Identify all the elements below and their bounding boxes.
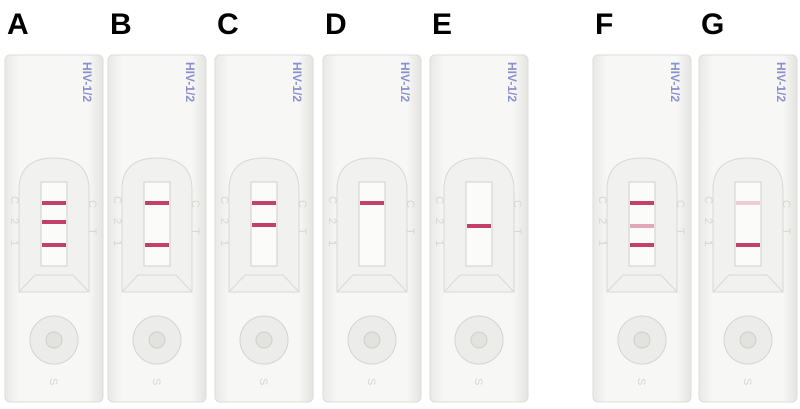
mark-test: T	[404, 228, 416, 235]
mark-sample: S	[150, 378, 162, 385]
sample-well	[363, 331, 381, 349]
mark-test: T	[780, 228, 792, 235]
mark-one: 1	[326, 240, 338, 246]
brand-text: HIV-1/2	[398, 62, 412, 102]
grip	[228, 274, 300, 293]
panel-label: G	[701, 8, 724, 41]
mark-test: T	[511, 228, 523, 235]
cassette: E HIV-1/2 S C 2 1 C T	[429, 8, 529, 403]
brand-text: HIV-1/2	[80, 62, 94, 102]
brand-text: HIV-1/2	[668, 62, 682, 102]
sample-well	[470, 331, 488, 349]
result-band	[360, 201, 384, 205]
mark-control-right: C	[674, 200, 686, 208]
result-band	[630, 224, 654, 228]
brand-text: HIV-1/2	[290, 62, 304, 102]
result-band	[467, 224, 491, 228]
grip	[18, 274, 90, 293]
result-window	[628, 181, 656, 267]
grip	[712, 274, 784, 293]
sample-well	[633, 331, 651, 349]
result-band	[145, 201, 169, 205]
mark-control-right: C	[780, 200, 792, 208]
mark-sample: S	[741, 378, 753, 385]
mark-sample: S	[635, 378, 647, 385]
mark-control-right: C	[511, 200, 523, 208]
panel-label: D	[325, 8, 347, 41]
cassette: G HIV-1/2 S C 2 1 C T	[698, 8, 798, 403]
sample-well	[148, 331, 166, 349]
cassette: A HIV-1/2 S C 2 1 C T	[4, 8, 104, 403]
mark-sample: S	[365, 378, 377, 385]
mark-sample: S	[47, 378, 59, 385]
grip	[121, 274, 193, 293]
mark-control-right: C	[404, 200, 416, 208]
panel-label: F	[595, 8, 613, 41]
cassette: F HIV-1/2 S C 2 1 C T	[592, 8, 692, 403]
result-band	[42, 220, 66, 224]
result-band	[42, 243, 66, 247]
mark-two: 2	[702, 218, 714, 224]
mark-one: 1	[433, 240, 445, 246]
panel-label: E	[432, 8, 452, 41]
mark-two: 2	[433, 218, 445, 224]
mark-one: 1	[111, 240, 123, 246]
mark-sample: S	[257, 378, 269, 385]
grip	[443, 274, 515, 293]
mark-one: 1	[8, 240, 20, 246]
mark-control-left: C	[8, 196, 20, 204]
panel-label: C	[217, 8, 239, 41]
cassette: C HIV-1/2 S C 2 1 C T	[214, 8, 314, 403]
brand-text: HIV-1/2	[505, 62, 519, 102]
result-band	[630, 243, 654, 247]
result-band	[145, 243, 169, 247]
mark-two: 2	[8, 218, 20, 224]
mark-control-left: C	[433, 196, 445, 204]
mark-control-left: C	[702, 196, 714, 204]
result-window	[358, 181, 386, 267]
mark-control-right: C	[189, 200, 201, 208]
mark-test: T	[86, 228, 98, 235]
panel-label: A	[7, 8, 29, 41]
result-band	[252, 223, 276, 227]
sample-well	[739, 331, 757, 349]
mark-control-right: C	[296, 200, 308, 208]
mark-control-left: C	[111, 196, 123, 204]
mark-test: T	[189, 228, 201, 235]
cassette: D HIV-1/2 S C 2 1 C T	[322, 8, 422, 403]
mark-test: T	[674, 228, 686, 235]
panel-label: B	[110, 8, 132, 41]
result-band	[736, 201, 760, 205]
brand-text: HIV-1/2	[183, 62, 197, 102]
mark-control-left: C	[218, 196, 230, 204]
mark-one: 1	[596, 240, 608, 246]
grip	[336, 274, 408, 293]
brand-text: HIV-1/2	[774, 62, 788, 102]
mark-control-left: C	[326, 196, 338, 204]
mark-sample: S	[472, 378, 484, 385]
mark-one: 1	[702, 240, 714, 246]
mark-control-right: C	[86, 200, 98, 208]
grip	[606, 274, 678, 293]
result-band	[736, 243, 760, 247]
mark-test: T	[296, 228, 308, 235]
result-band	[252, 201, 276, 205]
mark-two: 2	[111, 218, 123, 224]
result-band	[630, 201, 654, 205]
mark-two: 2	[218, 218, 230, 224]
sample-well	[255, 331, 273, 349]
result-window	[734, 181, 762, 267]
result-window	[143, 181, 171, 267]
cassette: B HIV-1/2 S C 2 1 C T	[107, 8, 207, 403]
sample-well	[45, 331, 63, 349]
mark-one: 1	[218, 240, 230, 246]
mark-two: 2	[596, 218, 608, 224]
result-band	[42, 201, 66, 205]
mark-control-left: C	[596, 196, 608, 204]
mark-two: 2	[326, 218, 338, 224]
